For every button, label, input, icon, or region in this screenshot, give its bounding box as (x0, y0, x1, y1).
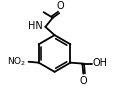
Text: NO$_2$: NO$_2$ (7, 55, 27, 68)
Text: OH: OH (93, 58, 108, 68)
Text: HN: HN (28, 21, 43, 31)
Text: O: O (56, 1, 64, 12)
Text: O: O (79, 76, 87, 86)
